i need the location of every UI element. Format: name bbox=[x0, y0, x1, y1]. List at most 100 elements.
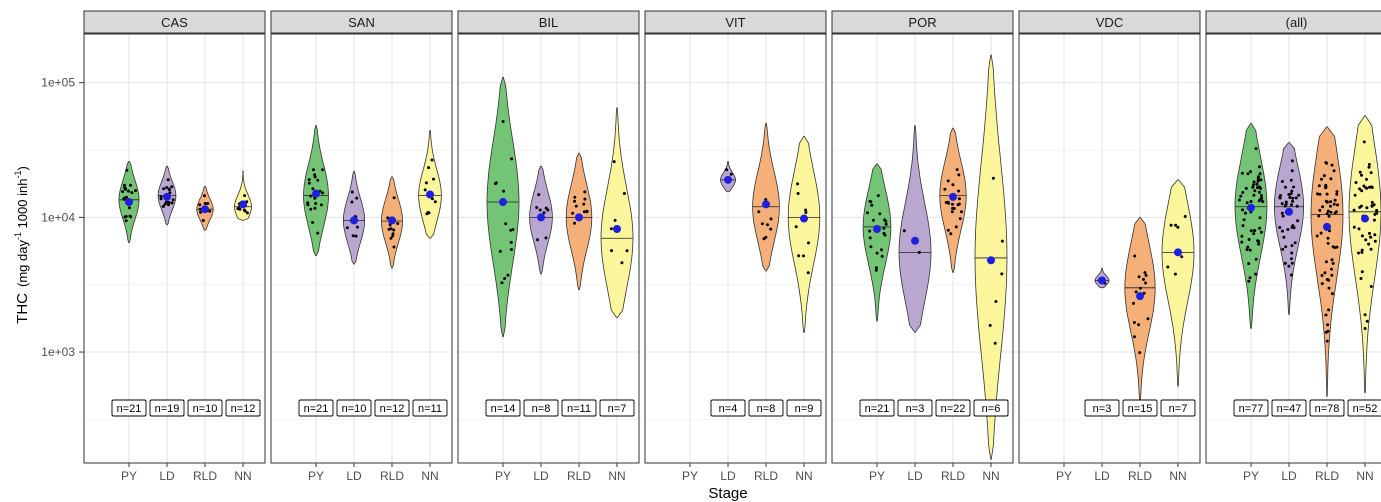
data-point bbox=[510, 157, 514, 161]
x-tick-label: NN bbox=[421, 469, 438, 483]
data-point bbox=[311, 187, 315, 191]
data-point bbox=[1146, 317, 1150, 321]
data-point bbox=[350, 190, 354, 194]
data-point bbox=[1354, 181, 1358, 184]
facet-panel: BIL PY LD RLD NN n=14 n=8 n=11 n=7 bbox=[457, 10, 640, 483]
data-point bbox=[1367, 165, 1371, 169]
x-tick-label: NN bbox=[234, 469, 251, 483]
data-point bbox=[536, 238, 539, 242]
data-point bbox=[316, 178, 320, 182]
data-point bbox=[1255, 182, 1259, 186]
data-point bbox=[1280, 202, 1284, 206]
data-point bbox=[1353, 193, 1357, 197]
data-point bbox=[868, 229, 872, 233]
data-point bbox=[123, 183, 126, 187]
data-point bbox=[309, 207, 313, 211]
data-point bbox=[1324, 199, 1328, 203]
x-tick-label: LD bbox=[907, 469, 923, 483]
data-point bbox=[993, 341, 997, 345]
data-point bbox=[537, 193, 541, 197]
data-point bbox=[1143, 271, 1147, 275]
n-label-box bbox=[336, 399, 372, 417]
data-point bbox=[869, 245, 873, 249]
data-point bbox=[1256, 239, 1260, 243]
data-point bbox=[1360, 250, 1364, 254]
data-point bbox=[949, 232, 953, 236]
data-point bbox=[1334, 210, 1338, 214]
data-point bbox=[321, 191, 325, 195]
data-point bbox=[1241, 191, 1245, 194]
data-point bbox=[1320, 282, 1324, 286]
data-point bbox=[1372, 218, 1376, 222]
violin-shape bbox=[1161, 179, 1195, 387]
data-point bbox=[1254, 147, 1258, 151]
data-point bbox=[582, 210, 586, 214]
data-point bbox=[1252, 232, 1256, 236]
data-point bbox=[1320, 177, 1323, 181]
data-point bbox=[1279, 194, 1282, 197]
n-label-box bbox=[187, 399, 223, 417]
data-point bbox=[203, 194, 206, 198]
facet-strip bbox=[831, 10, 1014, 34]
x-tick-label: NN bbox=[608, 469, 625, 483]
data-point bbox=[794, 225, 798, 229]
data-point bbox=[535, 206, 539, 209]
data-point bbox=[960, 210, 963, 214]
n-label-box bbox=[897, 399, 933, 417]
data-point bbox=[124, 219, 128, 223]
data-point bbox=[1241, 224, 1245, 228]
data-point bbox=[1288, 196, 1292, 199]
facet-strip bbox=[1018, 10, 1201, 34]
data-point bbox=[1240, 240, 1244, 244]
facet-strip-label: (all) bbox=[1286, 15, 1308, 30]
y-tick-label: 1e+05 bbox=[41, 76, 75, 90]
data-point bbox=[1325, 339, 1329, 343]
data-point bbox=[991, 176, 995, 180]
data-point bbox=[902, 229, 906, 233]
data-point bbox=[1254, 272, 1258, 276]
y-axis-title-end: ) bbox=[15, 166, 30, 170]
n-label: n=7 bbox=[608, 403, 627, 415]
data-point bbox=[1325, 278, 1329, 281]
data-point bbox=[1360, 248, 1364, 252]
data-point bbox=[125, 168, 129, 172]
data-point bbox=[1360, 173, 1363, 177]
n-label: n=22 bbox=[941, 403, 966, 415]
data-point bbox=[1237, 198, 1241, 202]
data-point bbox=[797, 254, 801, 258]
data-point bbox=[1320, 274, 1324, 277]
data-point bbox=[807, 241, 810, 245]
data-point bbox=[1258, 172, 1262, 176]
data-point bbox=[124, 215, 128, 218]
data-point bbox=[432, 177, 435, 181]
data-point bbox=[509, 240, 513, 244]
x-tick-label: RLD bbox=[193, 469, 217, 483]
data-point bbox=[956, 203, 960, 207]
data-point bbox=[1329, 177, 1333, 181]
data-point bbox=[494, 181, 498, 185]
panel-border bbox=[831, 33, 1014, 464]
n-label-box bbox=[1122, 399, 1158, 417]
n-label-box bbox=[485, 399, 521, 417]
data-point bbox=[1257, 190, 1261, 194]
n-label: n=11 bbox=[418, 403, 442, 415]
data-point bbox=[1317, 214, 1321, 218]
data-point bbox=[313, 206, 317, 210]
data-point bbox=[1332, 202, 1336, 206]
data-point bbox=[943, 187, 947, 191]
data-point bbox=[170, 201, 174, 205]
mean-point bbox=[239, 200, 247, 209]
data-point bbox=[880, 248, 883, 252]
data-point bbox=[511, 228, 515, 231]
mean-point bbox=[201, 205, 209, 214]
data-point bbox=[424, 181, 428, 185]
data-point bbox=[121, 190, 125, 194]
x-tick-label: RLD bbox=[941, 469, 965, 483]
data-point bbox=[1290, 169, 1294, 173]
data-point bbox=[1372, 203, 1376, 207]
n-label-box bbox=[973, 399, 1009, 417]
data-point bbox=[509, 248, 513, 251]
data-point bbox=[1246, 172, 1250, 176]
data-point bbox=[866, 211, 869, 215]
n-label-box bbox=[1084, 399, 1120, 417]
